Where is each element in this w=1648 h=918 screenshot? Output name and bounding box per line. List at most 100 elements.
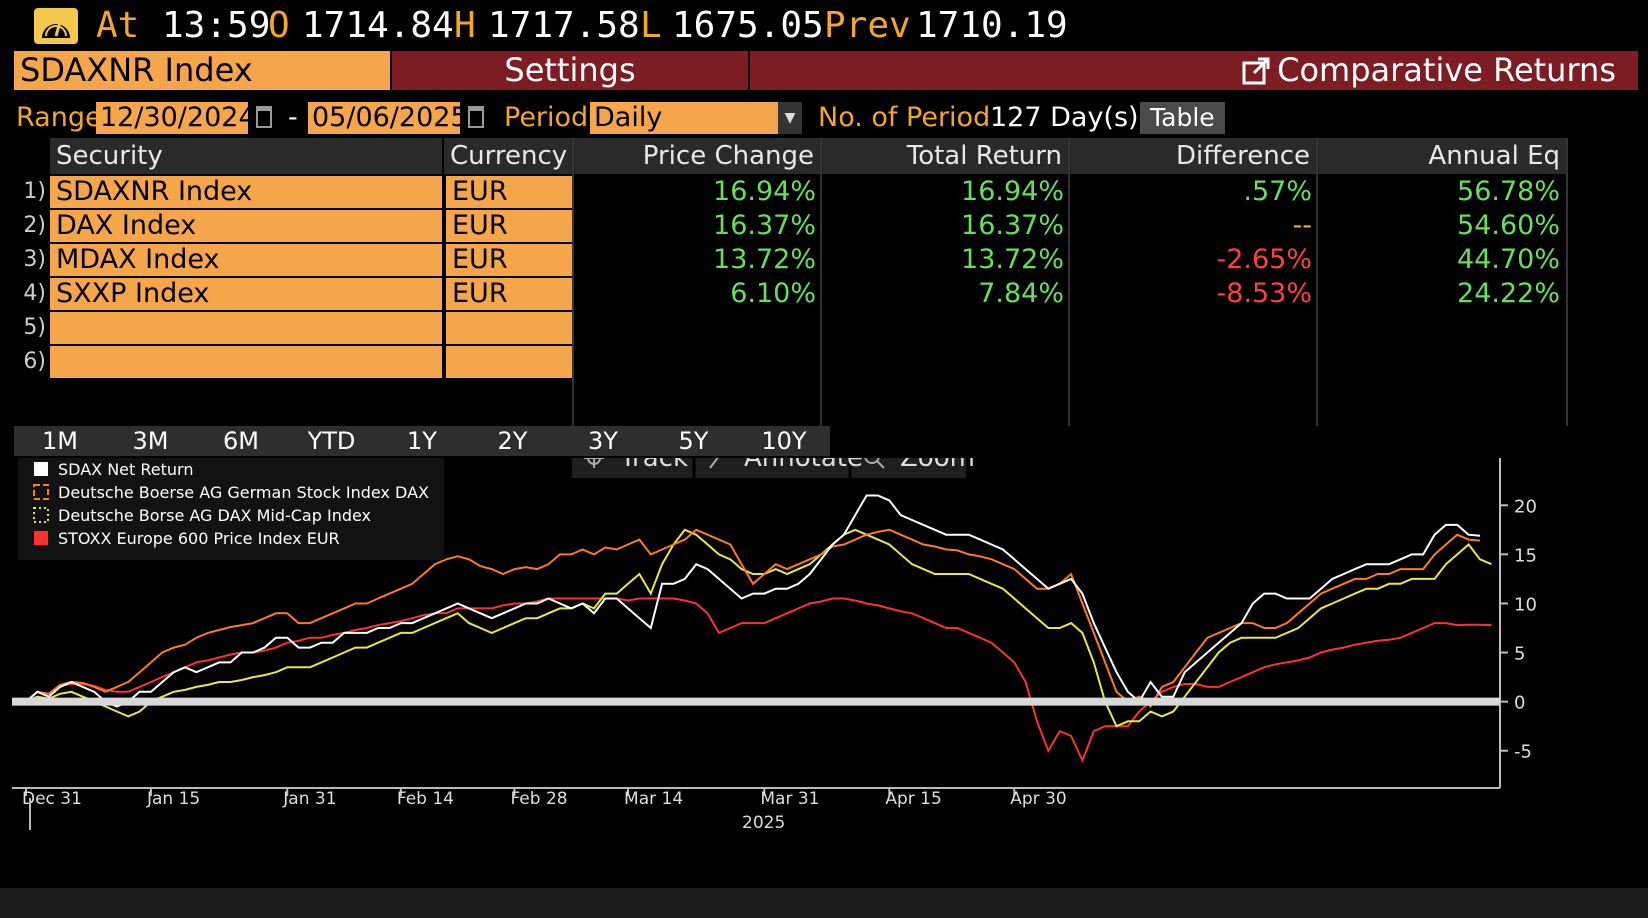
y-tick-label: 20 bbox=[1514, 496, 1537, 517]
price-cell: 13.72% bbox=[713, 244, 816, 275]
prev-value: 1710.19 bbox=[916, 5, 1068, 46]
comparative-returns-title: Comparative Returns bbox=[750, 51, 1638, 90]
col-header-difference[interactable]: Difference bbox=[1070, 138, 1316, 174]
table-button[interactable]: Table bbox=[1140, 102, 1225, 134]
period-button-5y[interactable]: 5Y bbox=[647, 426, 740, 456]
annotate-label: Annotate bbox=[744, 458, 863, 473]
price-cell: 16.94% bbox=[713, 176, 816, 207]
high-label: H bbox=[454, 5, 476, 46]
price-cell: 16.37% bbox=[713, 210, 816, 241]
chart-svg: 20 15 10 5 0 -5 Dec 31 Jan 15 Jan 31 Feb 14 Feb 28… bbox=[12, 440, 1537, 833]
row-number: 4) bbox=[23, 281, 46, 306]
currency-cell[interactable]: EUR bbox=[446, 244, 572, 276]
total-cell: 16.94% bbox=[961, 176, 1064, 207]
currency-cell[interactable]: EUR bbox=[446, 278, 572, 310]
series-line-3 bbox=[25, 597, 1492, 764]
currency-cell[interactable]: EUR bbox=[446, 176, 572, 208]
period-select[interactable]: Daily bbox=[590, 102, 778, 134]
col-header-price-change[interactable]: Price Change bbox=[574, 138, 820, 174]
calendar-icon[interactable] bbox=[468, 106, 484, 128]
annual-cell: 24.22% bbox=[1457, 278, 1560, 309]
price-cell: 6.10% bbox=[730, 278, 816, 309]
series-line-1 bbox=[25, 528, 1481, 709]
annual-cell: 54.60% bbox=[1457, 210, 1560, 241]
x-tick-label: Feb 28 bbox=[510, 789, 567, 809]
annual-cell: 44.70% bbox=[1457, 244, 1560, 275]
num-period-label: No. of Period bbox=[818, 102, 991, 133]
external-link-icon[interactable] bbox=[1242, 57, 1270, 85]
at-label: At bbox=[96, 5, 140, 46]
zoom-label: Zoom bbox=[900, 458, 975, 473]
legend-label[interactable]: Deutsche Boerse AG German Stock Index DA… bbox=[58, 483, 429, 502]
x-tick-label: Feb 14 bbox=[397, 789, 454, 809]
start-date-field[interactable]: 12/30/2024 bbox=[96, 102, 256, 134]
col-header-total-return[interactable]: Total Return bbox=[822, 138, 1068, 174]
y-tick-label: 10 bbox=[1514, 594, 1537, 615]
y-tick-label: 0 bbox=[1514, 693, 1525, 714]
function-header: SDAXNR Index Settings Comparative Return… bbox=[14, 51, 1638, 90]
high-value: 1717.58 bbox=[488, 5, 640, 46]
diff-cell: .57% bbox=[1243, 176, 1312, 207]
period-button-2y[interactable]: 2Y bbox=[466, 426, 559, 456]
security-cell[interactable]: SXXP Index bbox=[50, 278, 442, 310]
period-button-1m[interactable]: 1M bbox=[14, 426, 106, 456]
range-label: Range bbox=[16, 102, 102, 133]
legend-swatch bbox=[34, 462, 48, 476]
y-tick-label: 5 bbox=[1514, 644, 1525, 665]
currency-cell[interactable] bbox=[446, 312, 572, 344]
total-cell: 16.37% bbox=[961, 210, 1064, 241]
period-label: Period bbox=[504, 102, 589, 133]
quote-bar: At 13:59 O 1714.84 H 1717.58 L 1675.05 P… bbox=[0, 0, 1648, 48]
chart-toolbar: Track Annotate Zoom bbox=[572, 440, 975, 478]
x-tick-label: Apr 30 bbox=[1010, 789, 1066, 809]
clock-icon[interactable] bbox=[34, 8, 78, 44]
settings-button[interactable]: Settings bbox=[392, 51, 748, 90]
col-header-security[interactable]: Security bbox=[50, 138, 442, 174]
series-line-2 bbox=[25, 528, 1492, 728]
security-cell[interactable]: SDAXNR Index bbox=[50, 176, 442, 208]
open-value: 1714.84 bbox=[302, 5, 454, 46]
x-tick-label: Jan 15 bbox=[146, 789, 200, 809]
series-line-0 bbox=[25, 494, 1481, 708]
col-header-currency[interactable]: Currency bbox=[444, 138, 572, 174]
security-cell[interactable] bbox=[50, 346, 442, 378]
row-number: 2) bbox=[23, 213, 46, 238]
period-button-3y[interactable]: 3Y bbox=[557, 426, 649, 456]
period-button-ytd[interactable]: YTD bbox=[285, 426, 378, 456]
security-cell[interactable]: MDAX Index bbox=[50, 244, 442, 276]
row-number: 1) bbox=[23, 179, 46, 204]
total-cell: 7.84% bbox=[978, 278, 1064, 309]
end-date-field[interactable]: 05/06/2025 bbox=[308, 102, 468, 134]
range-dash: - bbox=[288, 102, 298, 133]
row-number: 3) bbox=[23, 247, 46, 272]
x-tick-label: Jan 31 bbox=[282, 789, 336, 809]
legend-label[interactable]: STOXX Europe 600 Price Index EUR bbox=[58, 529, 340, 548]
open-label: O bbox=[268, 5, 290, 46]
security-cell[interactable] bbox=[50, 312, 442, 344]
y-tick-label: 15 bbox=[1514, 545, 1537, 566]
currency-cell[interactable]: EUR bbox=[446, 210, 572, 242]
column-divider bbox=[820, 138, 822, 426]
period-button-3m[interactable]: 3M bbox=[104, 426, 197, 456]
low-label: L bbox=[640, 5, 662, 46]
chart-legend: SDAX Net Return Deutsche Boerse AG German… bbox=[18, 450, 444, 560]
chevron-down-icon[interactable]: ▼ bbox=[778, 102, 802, 134]
currency-cell[interactable] bbox=[446, 346, 572, 378]
x-tick-label: Mar 14 bbox=[624, 789, 683, 809]
track-label: Track bbox=[619, 458, 688, 473]
returns-chart: 20 15 10 5 0 -5 Dec 31 Jan 15 Jan 31 Feb 14 Feb 28… bbox=[0, 440, 1648, 878]
security-cell[interactable]: DAX Index bbox=[50, 210, 442, 242]
calendar-icon[interactable] bbox=[256, 106, 272, 128]
legend-label[interactable]: SDAX Net Return bbox=[58, 460, 193, 479]
period-button-10y[interactable]: 10Y bbox=[738, 426, 830, 456]
row-number: 6) bbox=[23, 349, 46, 374]
col-header-annual-eq[interactable]: Annual Eq bbox=[1318, 138, 1566, 174]
legend-swatch bbox=[33, 484, 49, 500]
legend-swatch bbox=[34, 531, 48, 545]
x-tick-label: Dec 31 bbox=[22, 789, 82, 809]
period-button-1y[interactable]: 1Y bbox=[376, 426, 468, 456]
period-button-6m[interactable]: 6M bbox=[195, 426, 287, 456]
diff-cell: -8.53% bbox=[1216, 278, 1312, 309]
security-input[interactable]: SDAXNR Index bbox=[14, 51, 390, 90]
legend-label[interactable]: Deutsche Borse AG DAX Mid-Cap Index bbox=[58, 506, 371, 525]
